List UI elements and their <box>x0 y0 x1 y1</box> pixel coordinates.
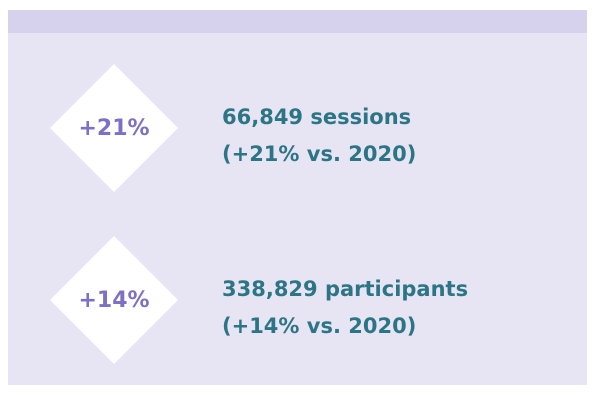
badge-text: +21% <box>78 116 149 141</box>
stat-text: 338,829 participants <box>222 277 468 301</box>
badge-text: +14% <box>78 288 149 313</box>
diamond <box>50 236 178 364</box>
diamond <box>50 64 178 192</box>
stat-text: (+21% vs. 2020) <box>222 142 416 166</box>
stat-text: 66,849 sessions <box>222 105 411 129</box>
stat-text: (+14% vs. 2020) <box>222 314 416 338</box>
header-band <box>8 10 587 33</box>
